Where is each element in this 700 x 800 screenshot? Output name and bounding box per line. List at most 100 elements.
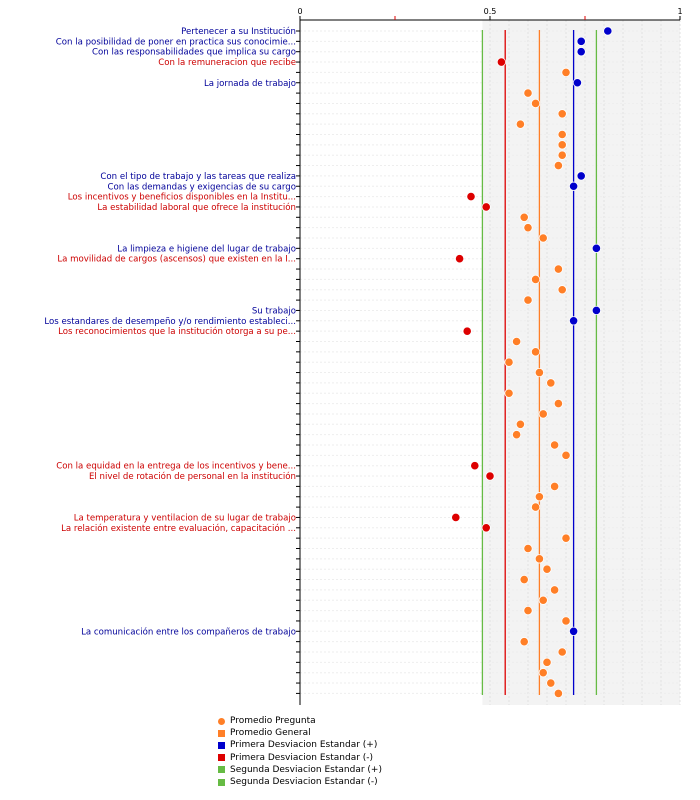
data-point: [519, 212, 529, 222]
data-point: [523, 223, 533, 233]
row-label: Con la remuneracion que recibe: [158, 58, 296, 68]
x-tick-label: 0.5: [484, 7, 497, 16]
data-point: [546, 678, 556, 688]
data-point: [549, 585, 560, 595]
legend-label: Primera Desviacion Estandar (-): [230, 752, 374, 763]
data-point: [534, 367, 545, 378]
data-point: [546, 378, 556, 388]
row-label: Los reconocimientos que la institución o…: [58, 326, 296, 337]
data-point: [553, 398, 564, 409]
legend-swatch: [218, 754, 225, 762]
row-label: Con el tipo de trabajo y las tareas que …: [100, 172, 296, 182]
data-point: [534, 492, 545, 502]
row-label: La movilidad de cargos (ascensos) que ex…: [57, 255, 296, 265]
legend-swatch: [218, 778, 225, 786]
data-point: [603, 26, 613, 36]
data-point: [530, 502, 541, 512]
data-point: [561, 450, 571, 460]
data-point: [557, 647, 567, 657]
row-label: La estabilidad laboral que ofrece la ins…: [97, 202, 296, 213]
data-point: [519, 637, 529, 647]
data-point: [557, 150, 567, 160]
x-tick-label: 0: [297, 7, 302, 16]
data-point: [561, 616, 571, 626]
data-point: [485, 471, 495, 481]
data-point: [519, 574, 529, 585]
data-point: [530, 347, 541, 357]
legend-label: Promedio Pregunta: [230, 716, 316, 727]
row-label: Con las responsabilidades que implica su…: [92, 48, 296, 58]
data-point: [549, 481, 560, 491]
data-point: [576, 36, 586, 46]
row-label: La limpieza e higiene del lugar de traba…: [117, 244, 296, 254]
row-label: Su trabajo: [252, 306, 296, 316]
legend-swatch: [218, 741, 225, 749]
data-point: [561, 533, 571, 543]
data-point: [542, 657, 552, 667]
row-label: Con las demandas y exigencias de su carg…: [108, 182, 296, 192]
data-point: [591, 305, 602, 316]
data-point: [568, 181, 579, 191]
legend-item-promedio-pregunta: Promedio Pregunta: [218, 715, 382, 727]
x-tick-label: 1: [677, 7, 682, 16]
data-point: [534, 554, 545, 564]
data-point: [515, 119, 526, 129]
data-point: [523, 88, 533, 98]
row-label: Los incentivos y beneficios disponibles …: [68, 193, 296, 203]
data-point: [481, 202, 491, 212]
row-label: El nivel de rotación de personal en la i…: [89, 471, 296, 482]
data-point: [504, 357, 514, 367]
data-point: [538, 668, 548, 678]
data-point: [538, 233, 548, 243]
legend-item-primera-desv-pos: Primera Desviacion Estandar (+): [218, 739, 382, 751]
data-point: [538, 409, 548, 419]
data-point: [504, 388, 514, 398]
data-point: [496, 57, 506, 67]
data-point: [523, 605, 533, 616]
data-point: [561, 67, 571, 78]
data-point: [530, 274, 541, 284]
legend-item-primera-desv-neg: Primera Desviacion Estandar (-): [218, 752, 382, 764]
data-point: [557, 109, 567, 119]
data-point: [511, 336, 522, 347]
data-point: [466, 192, 476, 202]
data-point: [549, 440, 560, 450]
data-point: [515, 419, 526, 429]
data-point: [481, 523, 491, 533]
data-point: [557, 285, 567, 295]
data-point: [451, 512, 461, 523]
data-point: [462, 326, 472, 336]
legend: Promedio Pregunta Promedio General Prime…: [218, 715, 382, 788]
row-label: Con la posibilidad de poner en practica …: [56, 37, 296, 47]
legend-label: Segunda Desviacion Estandar (-): [230, 777, 378, 788]
data-point: [568, 626, 579, 636]
data-point: [572, 78, 583, 88]
data-point: [576, 171, 586, 181]
row-label: Con la equidad en la entrega de los ince…: [56, 462, 296, 472]
data-point: [511, 430, 522, 440]
row-label: La comunicación entre los compañeros de …: [81, 626, 296, 637]
data-point: [530, 98, 541, 109]
data-point: [553, 160, 564, 171]
legend-label: Primera Desviacion Estandar (+): [230, 740, 378, 751]
data-point: [542, 564, 552, 574]
data-point: [557, 140, 567, 150]
data-point: [470, 461, 480, 471]
data-point: [454, 254, 465, 264]
row-label: La jornada de trabajo: [204, 79, 296, 89]
row-label: La relación existente entre evaluación, …: [61, 523, 296, 534]
legend-item-promedio-general: Promedio General: [218, 727, 382, 739]
data-point: [553, 688, 564, 699]
legend-label: Promedio General: [230, 728, 311, 739]
legend-item-segunda-desv-pos: Segunda Desviacion Estandar (+): [218, 764, 382, 776]
legend-swatch: [218, 729, 225, 737]
legend-swatch: [218, 717, 225, 725]
row-label: La temperatura y ventilacion de su lugar…: [74, 513, 296, 523]
data-point: [576, 47, 586, 57]
data-point: [523, 543, 533, 554]
legend-label: Segunda Desviacion Estandar (+): [230, 764, 382, 775]
data-point: [557, 129, 567, 140]
data-point: [538, 595, 548, 605]
legend-swatch: [218, 766, 225, 774]
